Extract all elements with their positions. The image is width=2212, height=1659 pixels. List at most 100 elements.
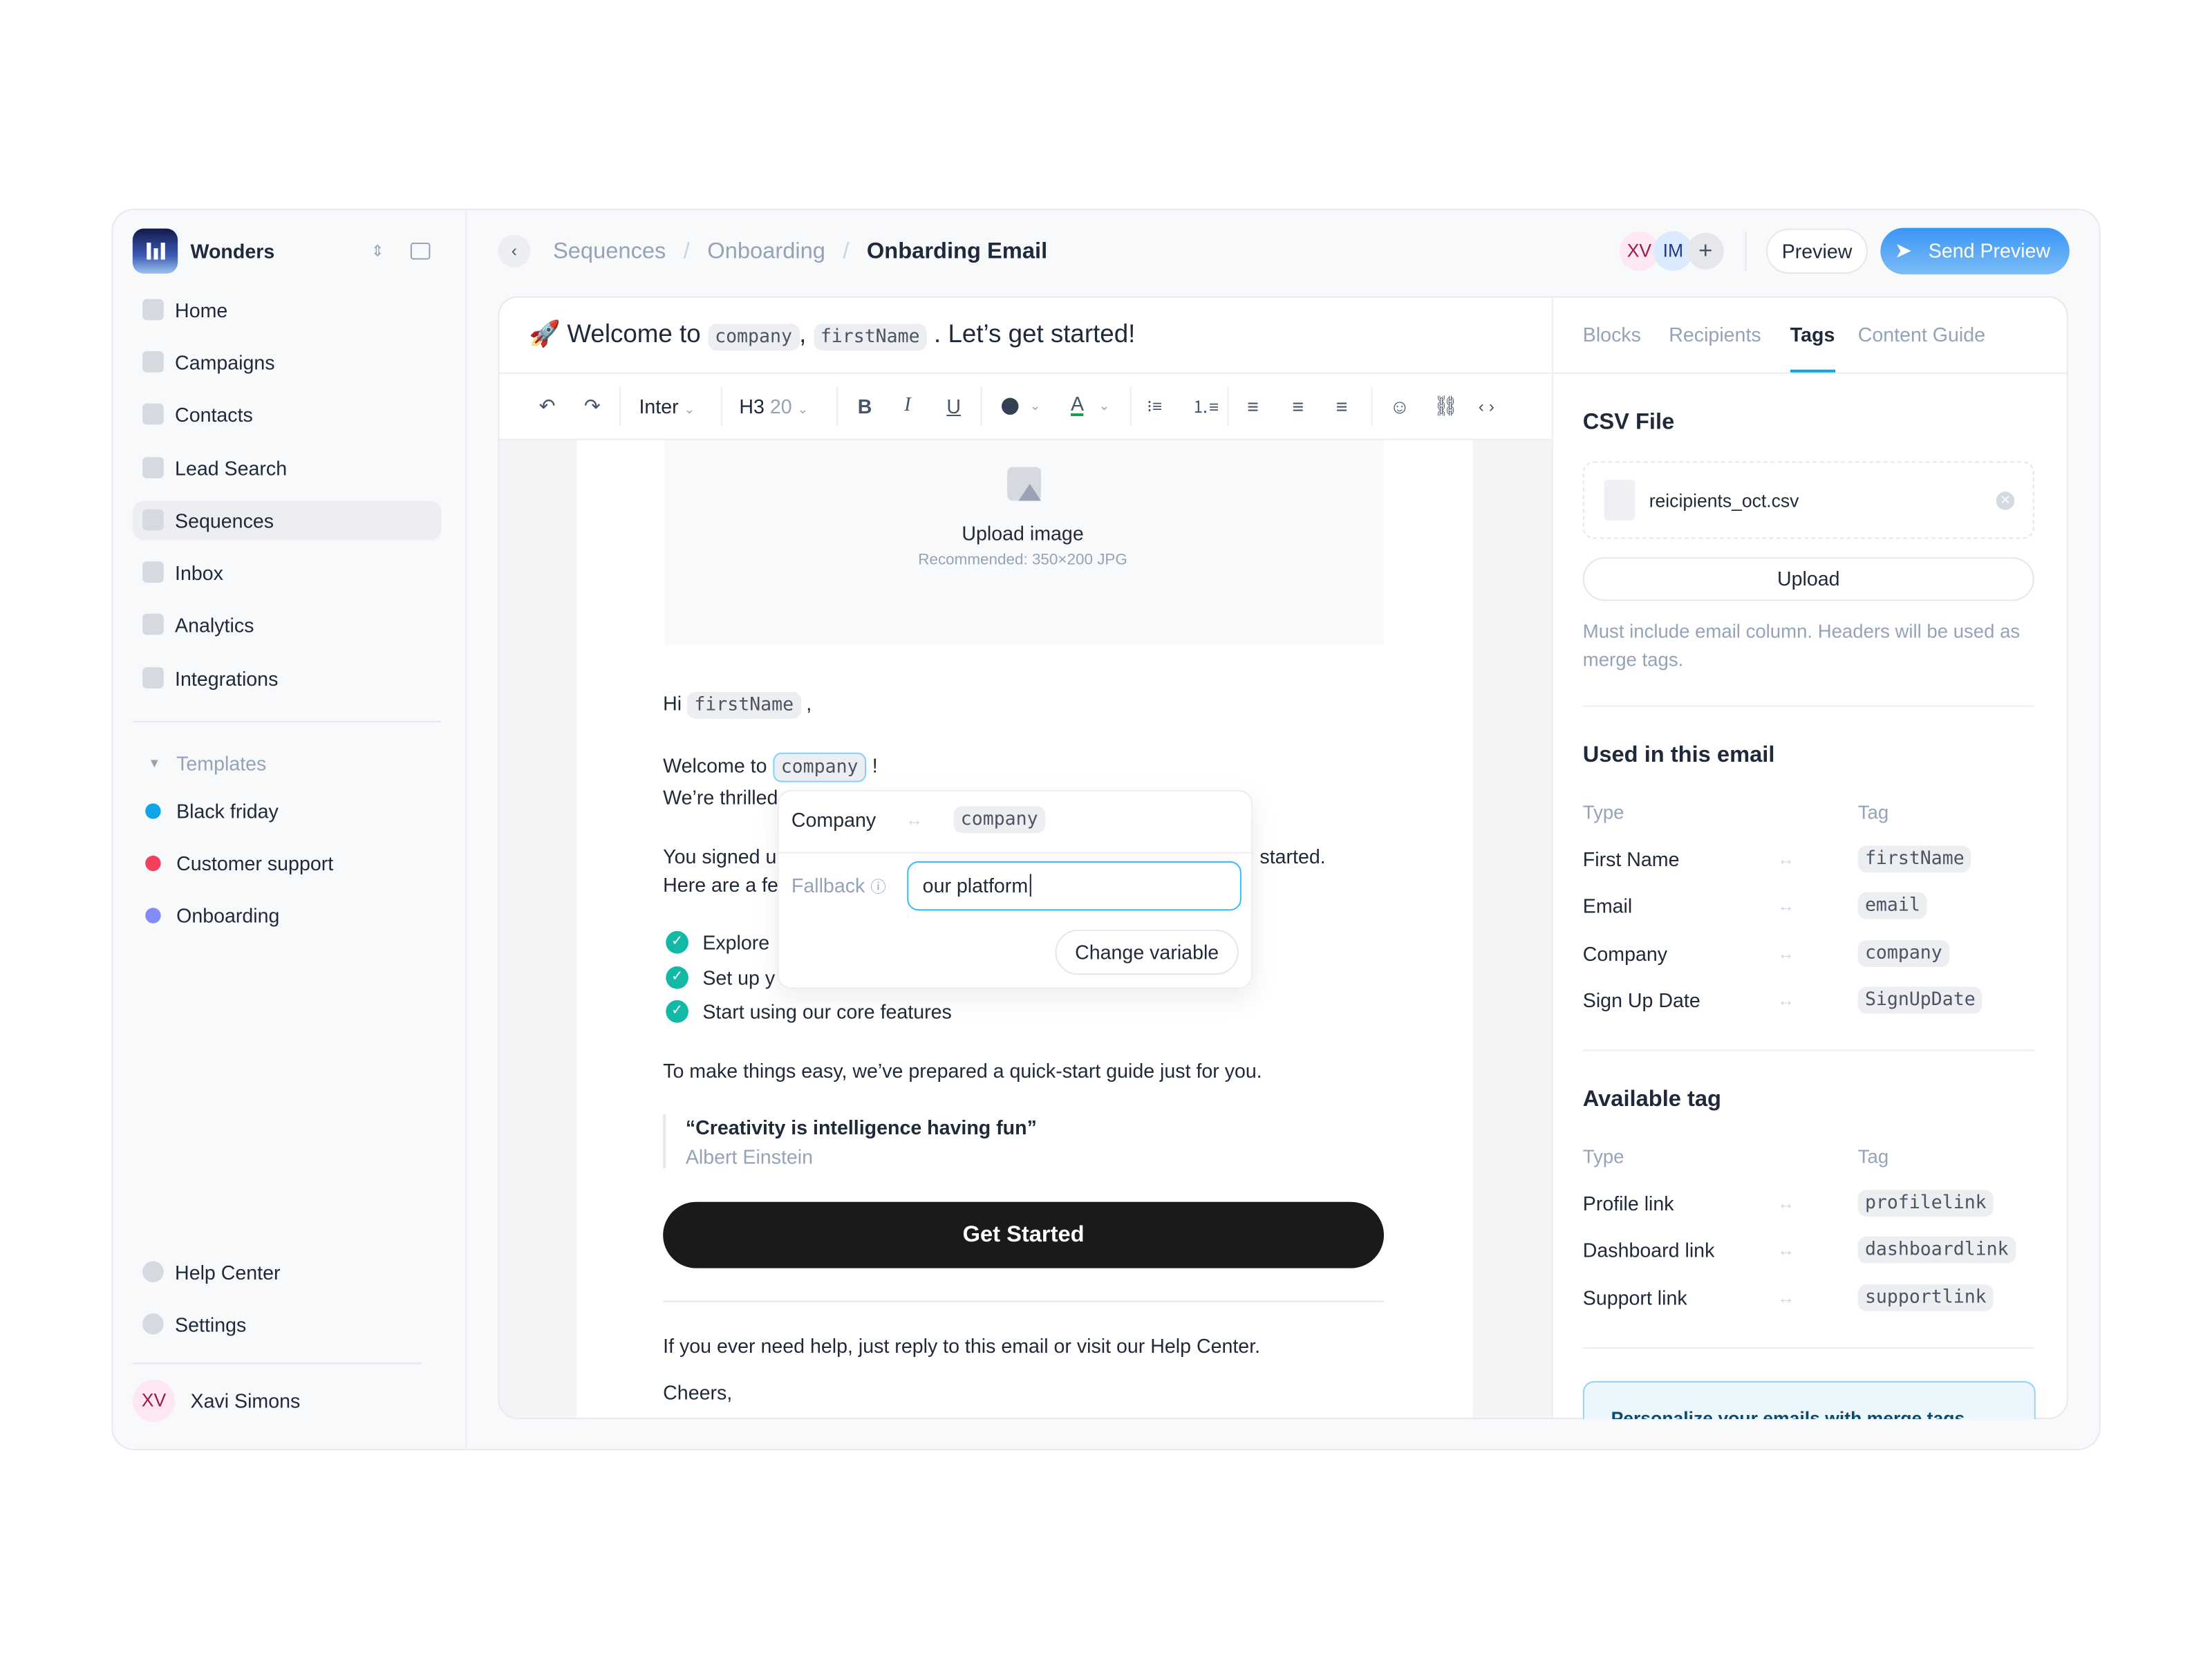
avatar[interactable]: XV	[132, 1379, 176, 1423]
arrows-icon: ↔	[1777, 990, 1794, 1011]
chevron-updown-icon[interactable]: ⇕	[371, 243, 384, 261]
workspace-logo	[132, 228, 178, 274]
sidebar-item-lead-search[interactable]: Lead Search	[142, 457, 287, 480]
collaborator-avatar[interactable]: XV	[1619, 231, 1659, 271]
arrows-icon: ↔	[1777, 895, 1794, 916]
align-right-icon[interactable]: ≡	[1335, 395, 1348, 418]
change-variable-button[interactable]: Change variable	[1055, 929, 1239, 975]
bullet-list-icon[interactable]: ⁝≡	[1147, 396, 1163, 417]
headset-icon	[142, 1261, 164, 1283]
user-name[interactable]: Xavi Simons	[190, 1389, 301, 1412]
workspace-name[interactable]: Wonders	[190, 239, 275, 263]
quote: “Creativity is intelligence having fun”	[685, 1116, 1037, 1138]
sidebar-item-campaigns[interactable]: Campaigns	[142, 351, 275, 374]
merge-tag-selected[interactable]: company	[772, 752, 867, 782]
back-button[interactable]: ‹	[498, 234, 531, 268]
merge-tag[interactable]: company	[707, 324, 800, 351]
tag-type: Email	[1582, 894, 1633, 917]
sidebar-item-analytics[interactable]: Analytics	[142, 613, 254, 636]
breadcrumb-sequences[interactable]: Sequences	[552, 239, 666, 264]
caret-down-icon[interactable]: ▼	[148, 756, 161, 771]
upload-image-label[interactable]: Upload image	[962, 522, 1084, 545]
sidebar-item-home[interactable]: Home	[142, 299, 227, 321]
flag-icon	[142, 351, 164, 373]
chevron-down-icon[interactable]: ⌄	[1029, 398, 1041, 413]
image-placeholder-icon	[1007, 467, 1042, 501]
text-color-icon[interactable]	[1001, 397, 1019, 415]
merge-tag[interactable]: firstName	[813, 324, 927, 351]
get-started-button[interactable]: Get Started	[663, 1201, 1385, 1268]
align-center-icon[interactable]: ≡	[1292, 395, 1304, 418]
tab-content-guide[interactable]: Content Guide	[1857, 323, 1986, 346]
numbered-list-icon[interactable]: ⒈≡	[1192, 397, 1219, 418]
fallback-input[interactable]: our platform	[907, 861, 1241, 911]
merge-tag[interactable]: email	[1857, 892, 1928, 919]
template-item[interactable]: Black friday	[176, 800, 279, 823]
sidebar-item-contacts[interactable]: Contacts	[142, 403, 253, 426]
merge-tag[interactable]: firstName	[687, 692, 801, 719]
bold-icon[interactable]: B	[857, 395, 872, 418]
sequences-icon	[142, 509, 164, 531]
collaborator-avatar[interactable]: IM	[1653, 231, 1693, 271]
arrows-icon: ↔	[1777, 1193, 1794, 1214]
bullet-item: Start using our core features	[702, 1000, 952, 1023]
tag-type: Profile link	[1582, 1192, 1674, 1215]
emoji-icon[interactable]: ☺	[1389, 395, 1410, 418]
template-item[interactable]: Onboarding	[176, 904, 280, 927]
tag-type: Support link	[1582, 1286, 1687, 1309]
subject-line[interactable]: Welcome to company, firstName . Let’s ge…	[567, 319, 1135, 351]
merge-tag[interactable]: firstName	[1857, 845, 1971, 873]
merge-tag[interactable]: SignUpDate	[1857, 986, 1983, 1014]
contacts-icon	[142, 403, 164, 425]
info-icon[interactable]: ⓘ	[870, 879, 886, 897]
preview-button[interactable]: Preview	[1766, 228, 1868, 274]
bullet-item: Explore	[702, 930, 770, 954]
templates-heading[interactable]: Templates	[176, 751, 267, 775]
arrows-icon: ↔	[1777, 1288, 1794, 1308]
remove-file-icon[interactable]: ✕	[1996, 491, 2015, 510]
code-icon[interactable]: ‹ ›	[1478, 396, 1494, 417]
template-dot-icon	[145, 803, 161, 819]
template-dot-icon	[145, 855, 161, 872]
tab-blocks[interactable]: Blocks	[1582, 323, 1641, 346]
template-dot-icon	[145, 908, 161, 924]
rocket-icon: 🚀	[529, 319, 561, 348]
link-icon[interactable]: ⛓	[1433, 394, 1459, 418]
merge-tag[interactable]: dashboardlink	[1857, 1236, 2016, 1264]
highlight-color-icon[interactable]: A	[1070, 393, 1085, 417]
csv-hint: Must include email column. Headers will …	[1582, 620, 2021, 671]
merge-tag[interactable]: supportlink	[1857, 1284, 1994, 1311]
collapse-sidebar-icon[interactable]	[410, 243, 431, 260]
gear-icon	[142, 1313, 164, 1335]
breadcrumb-onboarding[interactable]: Onboarding	[707, 239, 825, 264]
chevron-down-icon[interactable]: ⌄	[1098, 398, 1110, 413]
active-tab-indicator	[1790, 369, 1836, 373]
check-badge-icon: ✓	[666, 1000, 688, 1023]
active-item-highlight	[132, 500, 442, 541]
tab-recipients[interactable]: Recipients	[1669, 323, 1761, 346]
font-select[interactable]: Inter ⌄	[639, 395, 695, 418]
add-collaborator-button[interactable]: +	[1687, 232, 1724, 270]
italic-icon[interactable]: I	[904, 395, 911, 417]
inbox-icon	[142, 561, 164, 583]
popover-tag[interactable]: company	[953, 806, 1045, 834]
sidebar-item-help-center[interactable]: Help Center	[142, 1261, 281, 1284]
sidebar-item-settings[interactable]: Settings	[142, 1313, 246, 1336]
sidebar-item-sequences[interactable]: Sequences	[142, 509, 274, 532]
template-item[interactable]: Customer support	[176, 852, 334, 875]
redo-icon[interactable]: ↷	[583, 394, 601, 418]
undo-icon[interactable]: ↶	[538, 394, 556, 418]
tab-tags[interactable]: Tags	[1790, 323, 1835, 346]
align-left-icon[interactable]: ≡	[1247, 395, 1259, 418]
sidebar-item-integrations[interactable]: Integrations	[142, 667, 278, 690]
upload-button[interactable]: Upload	[1582, 557, 2034, 601]
csv-title: CSV File	[1582, 410, 1675, 435]
merge-tag[interactable]: company	[1857, 940, 1949, 967]
bullet-item: Set up y	[702, 966, 776, 989]
heading-select[interactable]: H3 20 ⌄	[739, 395, 808, 418]
send-preview-button[interactable]: ➤ Send Preview	[1880, 227, 2070, 274]
underline-icon[interactable]: U	[946, 395, 962, 418]
arrows-icon: ↔	[1777, 1239, 1794, 1260]
merge-tag[interactable]: profilelink	[1857, 1190, 1994, 1217]
sidebar-item-inbox[interactable]: Inbox	[142, 561, 223, 584]
